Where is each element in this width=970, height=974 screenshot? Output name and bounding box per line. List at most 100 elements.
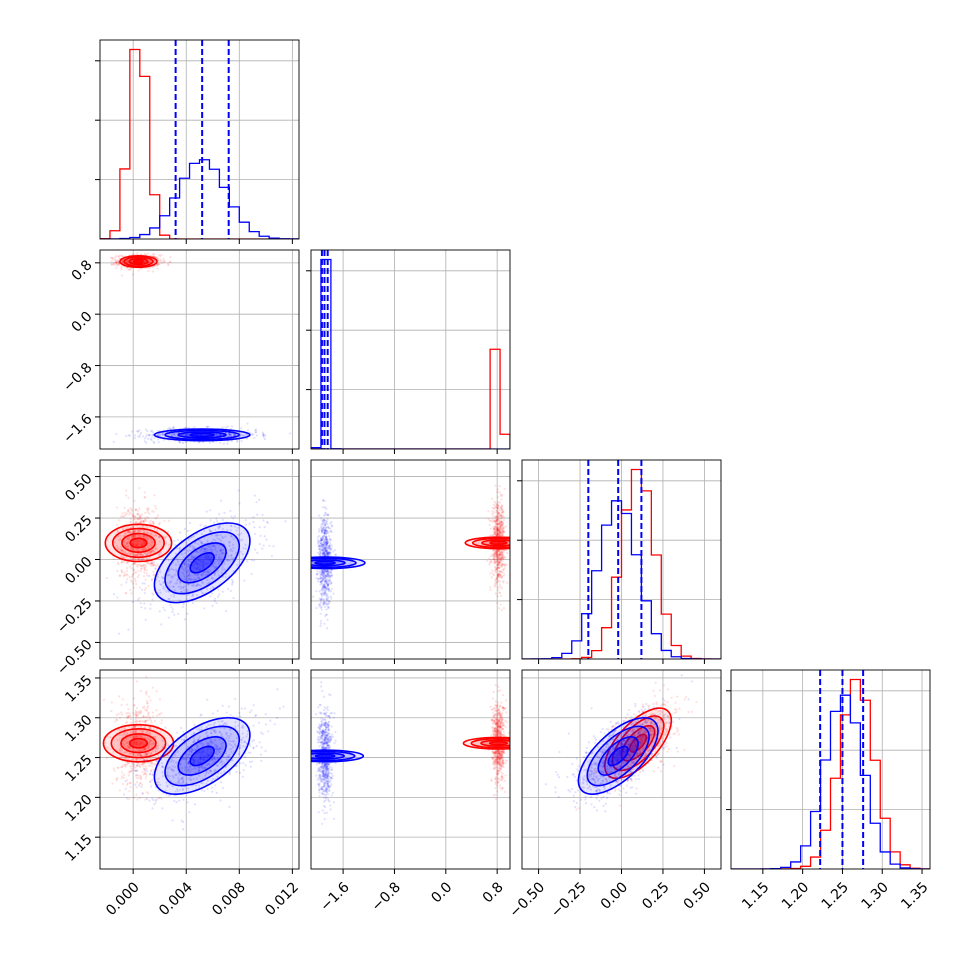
sample-point-series-0 [143,773,145,775]
sample-point-series-1 [168,617,170,619]
histogram-series-0 [311,349,510,449]
sample-point-series-0 [135,794,137,796]
sample-point-series-1 [151,430,153,432]
sample-point-series-1 [254,495,256,497]
sample-point-series-0 [121,714,123,716]
sample-point-series-1 [225,610,227,612]
sample-point-series-1 [217,596,219,598]
sample-point-series-1 [326,627,328,629]
sample-point-series-1 [142,582,144,584]
sample-point-series-1 [220,500,222,502]
sample-point-series-1 [182,603,184,605]
sample-point-series-0 [129,589,131,591]
sample-point-series-0 [122,783,124,785]
sample-point-series-1 [184,528,186,530]
sample-point-series-0 [495,531,497,533]
sample-point-series-0 [136,252,138,254]
sample-point-series-0 [496,556,498,558]
sample-point-series-0 [125,489,127,491]
sample-point-series-1 [143,602,145,604]
sample-point-series-0 [502,581,504,583]
sample-point-series-1 [320,582,322,584]
sample-point-series-0 [133,518,135,520]
sample-point-series-0 [161,262,163,264]
sample-point-series-0 [492,573,494,575]
sample-point-series-0 [141,517,143,519]
sample-point-series-0 [146,709,148,711]
sample-point-series-0 [501,563,503,565]
sample-point-series-0 [146,700,148,702]
sample-point-series-1 [329,530,331,532]
sample-point-series-1 [140,602,142,604]
sample-point-series-0 [497,595,499,597]
sample-point-series-0 [501,521,503,523]
sample-point-series-0 [496,582,498,584]
sample-point-series-0 [130,592,132,594]
sample-point-series-0 [494,521,496,523]
sample-point-series-1 [321,590,323,592]
sample-point-series-0 [94,259,96,261]
sample-point-series-1 [153,442,155,444]
sample-point-series-0 [491,513,493,515]
panel-2-2 [517,460,721,664]
sample-point-series-0 [500,511,502,513]
panel-frame [100,250,299,449]
sample-point-series-1 [262,519,264,521]
sample-point-series-1 [312,595,314,597]
sample-point-series-0 [116,714,118,716]
sample-point-series-0 [136,707,138,709]
sample-point-series-0 [497,589,499,591]
sample-point-series-1 [127,629,129,631]
sample-point-series-1 [258,499,260,501]
sample-point-series-1 [325,587,327,589]
sample-point-series-0 [126,721,128,723]
sample-point-series-1 [328,535,330,537]
sample-point-series-0 [500,595,502,597]
sample-point-series-0 [121,766,123,768]
sample-point-series-0 [500,603,502,605]
sample-point-series-1 [325,520,327,522]
sample-point-series-0 [142,716,144,718]
sample-point-series-1 [172,608,174,610]
sample-point-series-0 [110,710,112,712]
sample-point-series-1 [236,441,238,443]
sample-point-series-1 [230,515,232,517]
sample-point-series-1 [115,433,117,435]
sample-point-series-1 [253,526,255,528]
sample-point-series-0 [500,559,502,561]
sample-point-series-0 [147,719,149,721]
sample-point-series-0 [128,798,130,800]
sample-point-series-1 [327,607,329,609]
sample-point-series-1 [329,539,331,541]
sample-point-series-0 [499,501,501,503]
sample-point-series-0 [498,562,500,564]
sample-point-series-1 [238,502,240,504]
sample-point-series-0 [497,554,499,556]
sample-point-series-0 [133,797,135,799]
sample-point-series-1 [209,509,211,511]
sample-point-series-0 [496,504,498,506]
sample-point-series-1 [315,607,317,609]
panel-frame [311,250,510,449]
sample-point-series-0 [490,559,492,561]
sample-point-series-0 [118,519,120,521]
sample-point-series-1 [213,522,215,524]
sample-point-series-0 [140,570,142,572]
panel-1-0 [94,250,299,454]
sample-point-series-1 [326,599,328,601]
sample-point-series-0 [149,764,151,766]
sample-point-series-1 [316,573,318,575]
sample-point-series-1 [323,601,325,603]
sample-point-series-0 [506,552,508,554]
sample-point-series-0 [496,568,498,570]
contour-level-series-0 [134,260,143,263]
sample-point-series-0 [145,775,147,777]
sample-point-series-0 [145,587,147,589]
sample-point-series-0 [498,512,500,514]
sample-point-series-0 [114,720,116,722]
sample-point-series-0 [131,567,133,569]
sample-point-series-0 [169,256,171,258]
sample-point-series-1 [320,601,322,603]
sample-point-series-0 [134,580,136,582]
sample-point-series-1 [324,524,326,526]
